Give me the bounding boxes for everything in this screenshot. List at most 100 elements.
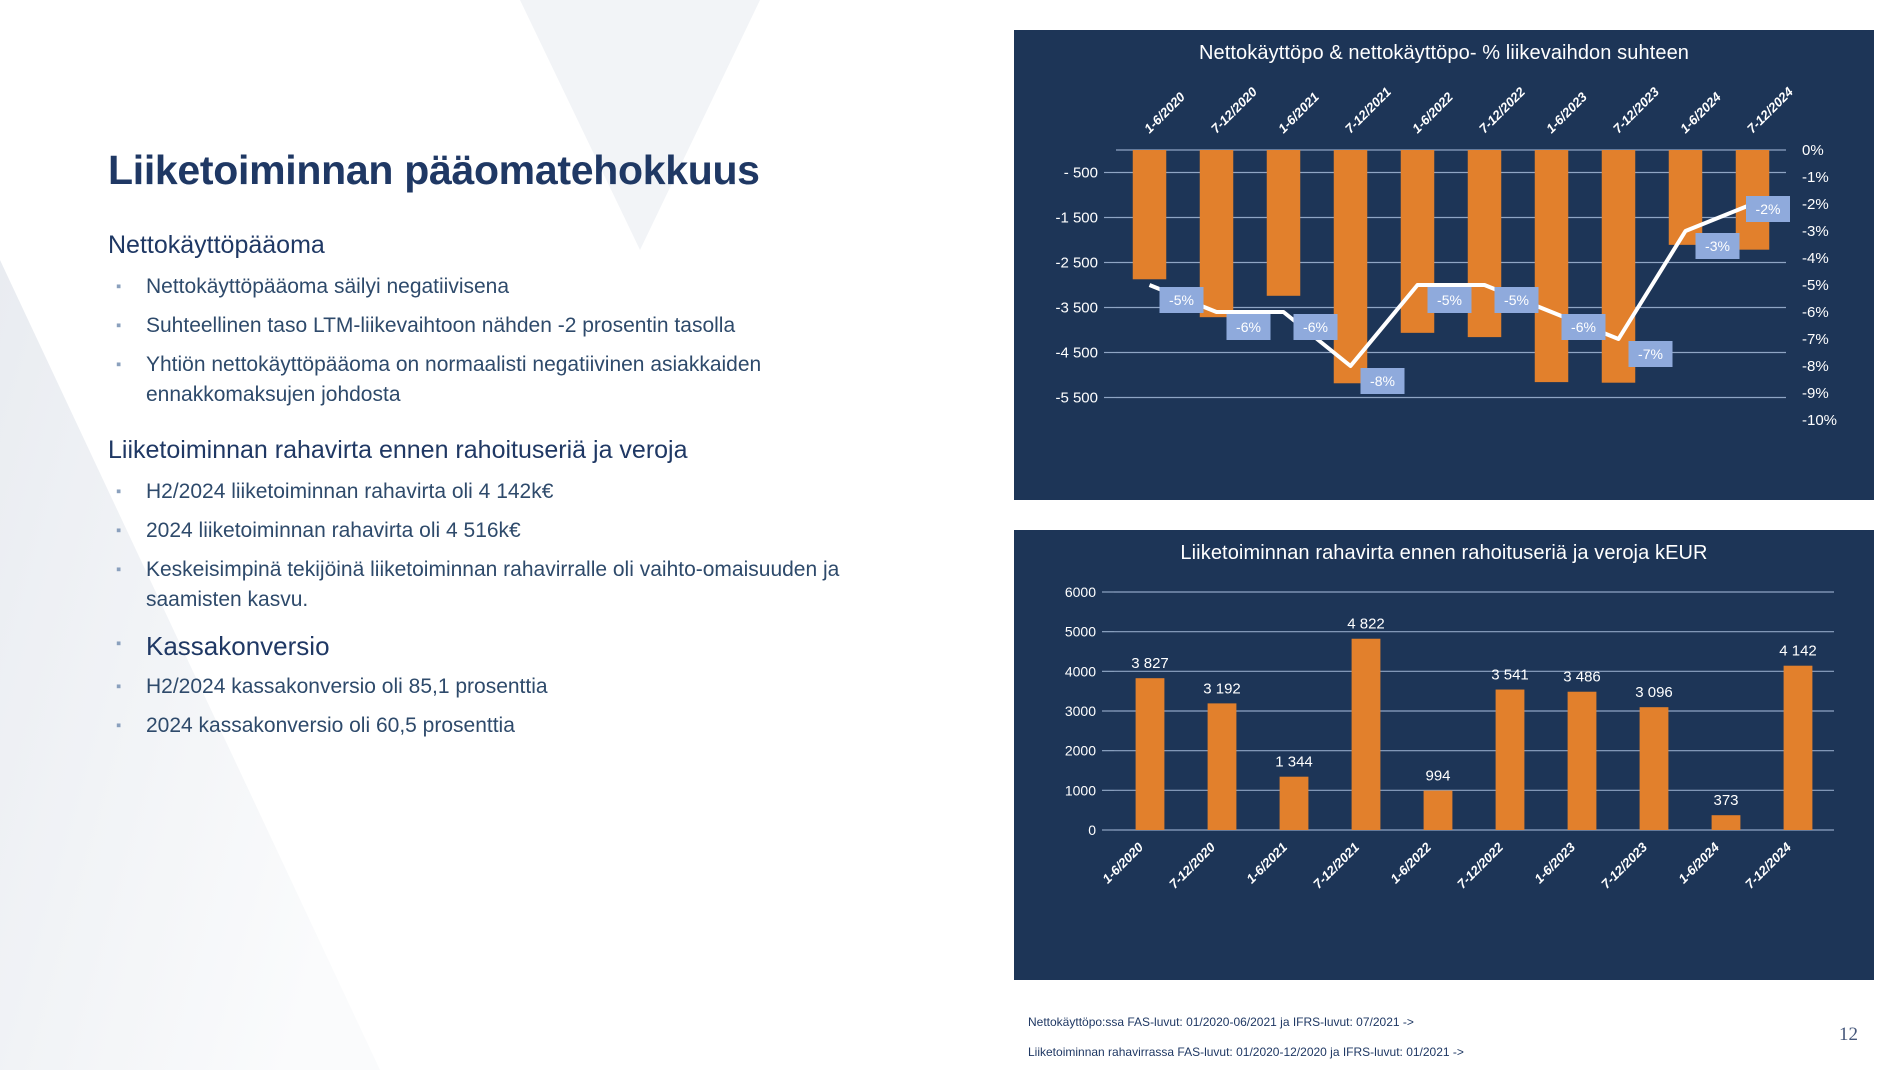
bar-value-label: 3 486	[1563, 669, 1601, 686]
left-axis-tick-label: -2 500	[1055, 255, 1098, 272]
bullet-text: Keskeisimpinä tekijöinä liiketoiminnan r…	[146, 558, 840, 612]
category-label: 7-12/2023	[1598, 839, 1651, 892]
bar-cashflow	[1423, 790, 1453, 830]
bar-cashflow	[1351, 638, 1381, 830]
data-label-box	[1494, 287, 1539, 313]
category-label: 7-12/2022	[1476, 84, 1529, 137]
right-axis-tick-label: 0%	[1802, 142, 1824, 159]
bar-value-label: 4 822	[1347, 616, 1385, 633]
list-item: ▪ H2/2024 liiketoiminnan rahavirta oli 4…	[116, 477, 948, 507]
page-title: Liiketoiminnan pääomatehokkuus	[108, 147, 760, 193]
bullet-text: Nettokäyttöpääoma säilyi negatiivisena	[146, 275, 510, 299]
bullet-square-icon: ▪	[116, 522, 122, 540]
page-number: 12	[1839, 1024, 1858, 1045]
right-axis-tick-label: -10%	[1802, 412, 1837, 429]
bar-value-label: 1 344	[1275, 754, 1313, 771]
bullet-square-icon: ▪	[116, 317, 122, 335]
bullet-square-icon: ▪	[116, 717, 122, 735]
data-label-box	[1293, 314, 1338, 340]
cashflow-plot-svg: 0 1000 2000 3000 4000 5000 6000 3 827 3 192 1 344…	[1065, 584, 1834, 892]
line-nwc-percent	[1148, 202, 1754, 368]
y-axis-tick-label: 0	[1088, 822, 1096, 838]
category-label: 1-6/2022	[1387, 839, 1434, 886]
bar-cashflow	[1711, 815, 1741, 830]
left-axis-tick-label: -1 500	[1055, 210, 1098, 227]
bullet-square-icon: ▪	[116, 356, 122, 374]
data-label-box	[1159, 287, 1204, 313]
left-content-column: Liiketoiminnan pääomatehokkuus Nettokäyt…	[108, 147, 948, 750]
right-axis-tick-label: -4%	[1802, 250, 1829, 267]
category-label: 1-6/2023	[1543, 89, 1590, 136]
right-axis-tick-label: -9%	[1802, 385, 1829, 402]
data-label-box	[1427, 287, 1472, 313]
bar-nwc	[1199, 150, 1234, 318]
bar-nwc	[1266, 150, 1301, 296]
list-item-heading-kassakonversio: ▪ Kassakonversio	[116, 629, 948, 663]
right-axis-tick-label: -2%	[1802, 196, 1829, 213]
y-axis-tick-label: 1000	[1065, 782, 1096, 798]
category-label: 1-6/2024	[1677, 89, 1724, 136]
category-label: 7-12/2023	[1610, 84, 1663, 137]
bullet-square-icon: ▪	[116, 278, 122, 296]
category-label: 7-12/2021	[1342, 84, 1394, 136]
bar-cashflow	[1207, 703, 1237, 830]
data-label-text: -7%	[1638, 346, 1663, 362]
category-label: 1-6/2023	[1531, 839, 1578, 886]
bullet-text: H2/2024 kassakonversio oli 85,1 prosentt…	[146, 675, 548, 699]
list-item: ▪ Keskeisimpinä tekijöinä liiketoiminnan…	[116, 555, 948, 615]
bar-value-label: 3 192	[1203, 680, 1241, 697]
bullet-text: 2024 liiketoiminnan rahavirta oli 4 516k…	[146, 519, 521, 543]
data-label-text: -3%	[1705, 238, 1730, 254]
data-label-box	[1695, 233, 1740, 259]
bar-value-label: 373	[1713, 792, 1738, 809]
bullet-text: H2/2024 liiketoiminnan rahavirta oli 4 1…	[146, 480, 554, 504]
data-label-box	[1628, 341, 1673, 367]
bar-cashflow	[1279, 776, 1309, 830]
bar-cashflow	[1783, 665, 1813, 830]
bullet-square-icon: ▪	[116, 678, 122, 696]
bar-value-label: 3 827	[1131, 655, 1169, 672]
data-label-text: -5%	[1169, 292, 1194, 308]
bar-nwc	[1132, 150, 1167, 280]
left-axis-tick-label: -5 500	[1055, 390, 1098, 407]
list-item: ▪ Suhteellinen taso LTM-liikevaihtoon nä…	[116, 311, 948, 341]
category-label: 7-12/2024	[1744, 84, 1797, 137]
y-axis-tick-label: 3000	[1065, 703, 1096, 719]
right-axis-tick-label: -1%	[1802, 169, 1829, 186]
bar-cashflow	[1495, 689, 1525, 830]
data-label-text: -2%	[1756, 201, 1781, 217]
category-label: 7-12/2021	[1310, 840, 1362, 892]
category-label: 1-6/2020	[1141, 89, 1188, 136]
bar-cashflow	[1639, 707, 1669, 830]
section-heading-nettokayttopaaoma: Nettokäyttöpääoma	[108, 231, 325, 260]
bar-value-label: 994	[1425, 768, 1450, 785]
data-label-box	[1746, 196, 1790, 222]
category-label: 1-6/2024	[1675, 839, 1722, 886]
category-label: 7-12/2020	[1166, 839, 1219, 892]
category-label: 1-6/2020	[1099, 839, 1146, 886]
data-label-text: -6%	[1303, 319, 1328, 335]
list-item: ▪ Yhtiön nettokäyttöpääoma on normaalist…	[116, 350, 948, 410]
bar-cashflow	[1135, 678, 1165, 830]
bar-nwc	[1333, 150, 1368, 384]
data-label-text: -6%	[1571, 319, 1596, 335]
chart-title: Liiketoiminnan rahavirta ennen rahoituse…	[1180, 542, 1708, 564]
category-label: 7-12/2020	[1208, 84, 1261, 137]
footnote-rahavirta: Liiketoiminnan rahavirrassa FAS-luvut: 0…	[1028, 1045, 1464, 1059]
chart-operating-cash-flow: Liiketoiminnan rahavirta ennen rahoituse…	[1014, 530, 1874, 980]
bullet-square-icon: ▪	[116, 561, 122, 579]
bar-value-label: 3 096	[1635, 684, 1673, 701]
section-heading-liiketoiminnan-rahavirta: Liiketoiminnan rahavirta ennen rahoituse…	[108, 436, 688, 465]
category-label: 1-6/2022	[1409, 89, 1456, 136]
right-axis-tick-label: -6%	[1802, 304, 1829, 321]
bullet-text: 2024 kassakonversio oli 60,5 prosenttia	[146, 714, 515, 738]
data-label-box	[1561, 314, 1606, 340]
y-axis-tick-label: 4000	[1065, 663, 1096, 679]
left-axis-tick-label: - 500	[1064, 165, 1098, 182]
right-axis-tick-label: -5%	[1802, 277, 1829, 294]
category-label: 1-6/2021	[1275, 89, 1322, 136]
bar-cashflow	[1567, 691, 1597, 830]
y-axis-tick-label: 2000	[1065, 743, 1096, 759]
chart-title: Nettokäyttöpo & nettokäyttöpo- % liikeva…	[1198, 42, 1690, 64]
y-axis-tick-label: 5000	[1065, 624, 1096, 640]
